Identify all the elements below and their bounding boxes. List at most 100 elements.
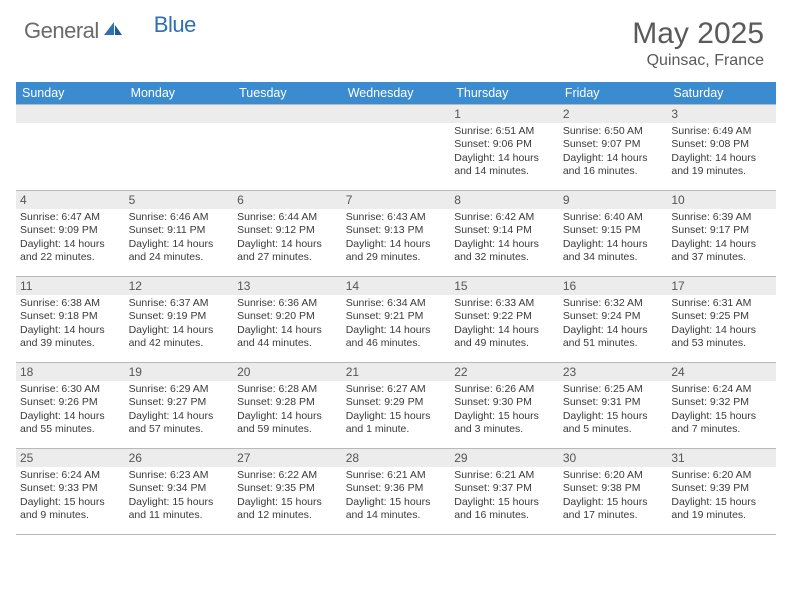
sunset-line: Sunset: 9:20 PM [237,310,338,323]
calendar-cell: 13Sunrise: 6:36 AMSunset: 9:20 PMDayligh… [233,276,342,362]
sunrise-line: Sunrise: 6:50 AM [563,125,664,138]
calendar-cell: 16Sunrise: 6:32 AMSunset: 9:24 PMDayligh… [559,276,668,362]
daylight-line-1: Daylight: 14 hours [454,238,555,251]
day-details: Sunrise: 6:39 AMSunset: 9:17 PMDaylight:… [667,209,776,267]
calendar-cell [233,104,342,190]
sunset-line: Sunset: 9:36 PM [346,482,447,495]
calendar-cell: 5Sunrise: 6:46 AMSunset: 9:11 PMDaylight… [125,190,234,276]
day-number-band [233,105,342,123]
daylight-line-1: Daylight: 14 hours [671,238,772,251]
daylight-line-2: and 55 minutes. [20,423,121,436]
sunset-line: Sunset: 9:08 PM [671,138,772,151]
day-details: Sunrise: 6:50 AMSunset: 9:07 PMDaylight:… [559,123,668,181]
sunset-line: Sunset: 9:26 PM [20,396,121,409]
calendar-cell: 3Sunrise: 6:49 AMSunset: 9:08 PMDaylight… [667,104,776,190]
sunset-line: Sunset: 9:22 PM [454,310,555,323]
calendar-cell: 23Sunrise: 6:25 AMSunset: 9:31 PMDayligh… [559,362,668,448]
sunset-line: Sunset: 9:09 PM [20,224,121,237]
day-number-band [125,105,234,123]
calendar-cell: 27Sunrise: 6:22 AMSunset: 9:35 PMDayligh… [233,448,342,534]
day-number-band: 25 [16,449,125,467]
sunset-line: Sunset: 9:17 PM [671,224,772,237]
sunrise-line: Sunrise: 6:40 AM [563,211,664,224]
daylight-line-1: Daylight: 15 hours [346,496,447,509]
weekday-header: Thursday [450,82,559,105]
day-number-band: 9 [559,191,668,209]
sunrise-line: Sunrise: 6:24 AM [20,469,121,482]
calendar-cell: 12Sunrise: 6:37 AMSunset: 9:19 PMDayligh… [125,276,234,362]
daylight-line-1: Daylight: 14 hours [237,324,338,337]
sunset-line: Sunset: 9:19 PM [129,310,230,323]
sunrise-line: Sunrise: 6:30 AM [20,383,121,396]
day-number-band: 4 [16,191,125,209]
day-details: Sunrise: 6:21 AMSunset: 9:36 PMDaylight:… [342,467,451,525]
sunrise-line: Sunrise: 6:25 AM [563,383,664,396]
day-number-band: 19 [125,363,234,381]
calendar-cell: 7Sunrise: 6:43 AMSunset: 9:13 PMDaylight… [342,190,451,276]
daylight-line-2: and 3 minutes. [454,423,555,436]
daylight-line-2: and 17 minutes. [563,509,664,522]
logo-text-blue: Blue [154,12,196,38]
day-number-band: 11 [16,277,125,295]
calendar-cell: 25Sunrise: 6:24 AMSunset: 9:33 PMDayligh… [16,448,125,534]
calendar-week-row: 4Sunrise: 6:47 AMSunset: 9:09 PMDaylight… [16,190,776,276]
daylight-line-1: Daylight: 14 hours [671,324,772,337]
daylight-line-1: Daylight: 15 hours [563,410,664,423]
daylight-line-2: and 29 minutes. [346,251,447,264]
day-number-band: 7 [342,191,451,209]
day-number-band: 2 [559,105,668,123]
daylight-line-1: Daylight: 14 hours [129,410,230,423]
daylight-line-2: and 12 minutes. [237,509,338,522]
sunset-line: Sunset: 9:07 PM [563,138,664,151]
sunset-line: Sunset: 9:18 PM [20,310,121,323]
sunrise-line: Sunrise: 6:42 AM [454,211,555,224]
day-details: Sunrise: 6:36 AMSunset: 9:20 PMDaylight:… [233,295,342,353]
daylight-line-1: Daylight: 15 hours [346,410,447,423]
sunset-line: Sunset: 9:06 PM [454,138,555,151]
calendar-cell: 24Sunrise: 6:24 AMSunset: 9:32 PMDayligh… [667,362,776,448]
day-details: Sunrise: 6:23 AMSunset: 9:34 PMDaylight:… [125,467,234,525]
sunrise-line: Sunrise: 6:28 AM [237,383,338,396]
daylight-line-2: and 16 minutes. [454,509,555,522]
day-number-band: 24 [667,363,776,381]
sunset-line: Sunset: 9:37 PM [454,482,555,495]
calendar-cell: 20Sunrise: 6:28 AMSunset: 9:28 PMDayligh… [233,362,342,448]
sunset-line: Sunset: 9:13 PM [346,224,447,237]
sunrise-line: Sunrise: 6:22 AM [237,469,338,482]
daylight-line-2: and 42 minutes. [129,337,230,350]
weekday-header: Monday [125,82,234,105]
daylight-line-2: and 24 minutes. [129,251,230,264]
day-details: Sunrise: 6:44 AMSunset: 9:12 PMDaylight:… [233,209,342,267]
calendar-cell: 9Sunrise: 6:40 AMSunset: 9:15 PMDaylight… [559,190,668,276]
location: Quinsac, France [632,52,764,70]
daylight-line-1: Daylight: 14 hours [454,152,555,165]
daylight-line-1: Daylight: 14 hours [563,324,664,337]
calendar-cell: 14Sunrise: 6:34 AMSunset: 9:21 PMDayligh… [342,276,451,362]
day-number-band: 15 [450,277,559,295]
daylight-line-1: Daylight: 14 hours [671,152,772,165]
calendar-cell: 17Sunrise: 6:31 AMSunset: 9:25 PMDayligh… [667,276,776,362]
sunset-line: Sunset: 9:34 PM [129,482,230,495]
sunset-line: Sunset: 9:28 PM [237,396,338,409]
day-details: Sunrise: 6:51 AMSunset: 9:06 PMDaylight:… [450,123,559,181]
daylight-line-2: and 14 minutes. [346,509,447,522]
sunset-line: Sunset: 9:12 PM [237,224,338,237]
sunrise-line: Sunrise: 6:37 AM [129,297,230,310]
daylight-line-1: Daylight: 14 hours [20,410,121,423]
calendar-cell: 4Sunrise: 6:47 AMSunset: 9:09 PMDaylight… [16,190,125,276]
day-details: Sunrise: 6:38 AMSunset: 9:18 PMDaylight:… [16,295,125,353]
calendar-cell: 10Sunrise: 6:39 AMSunset: 9:17 PMDayligh… [667,190,776,276]
day-details: Sunrise: 6:20 AMSunset: 9:39 PMDaylight:… [667,467,776,525]
day-number-band: 18 [16,363,125,381]
sunrise-line: Sunrise: 6:51 AM [454,125,555,138]
day-number-band [342,105,451,123]
day-details: Sunrise: 6:20 AMSunset: 9:38 PMDaylight:… [559,467,668,525]
daylight-line-2: and 14 minutes. [454,165,555,178]
daylight-line-2: and 27 minutes. [237,251,338,264]
sunrise-line: Sunrise: 6:39 AM [671,211,772,224]
daylight-line-2: and 16 minutes. [563,165,664,178]
calendar-cell [16,104,125,190]
day-details: Sunrise: 6:37 AMSunset: 9:19 PMDaylight:… [125,295,234,353]
daylight-line-2: and 39 minutes. [20,337,121,350]
day-number-band: 8 [450,191,559,209]
